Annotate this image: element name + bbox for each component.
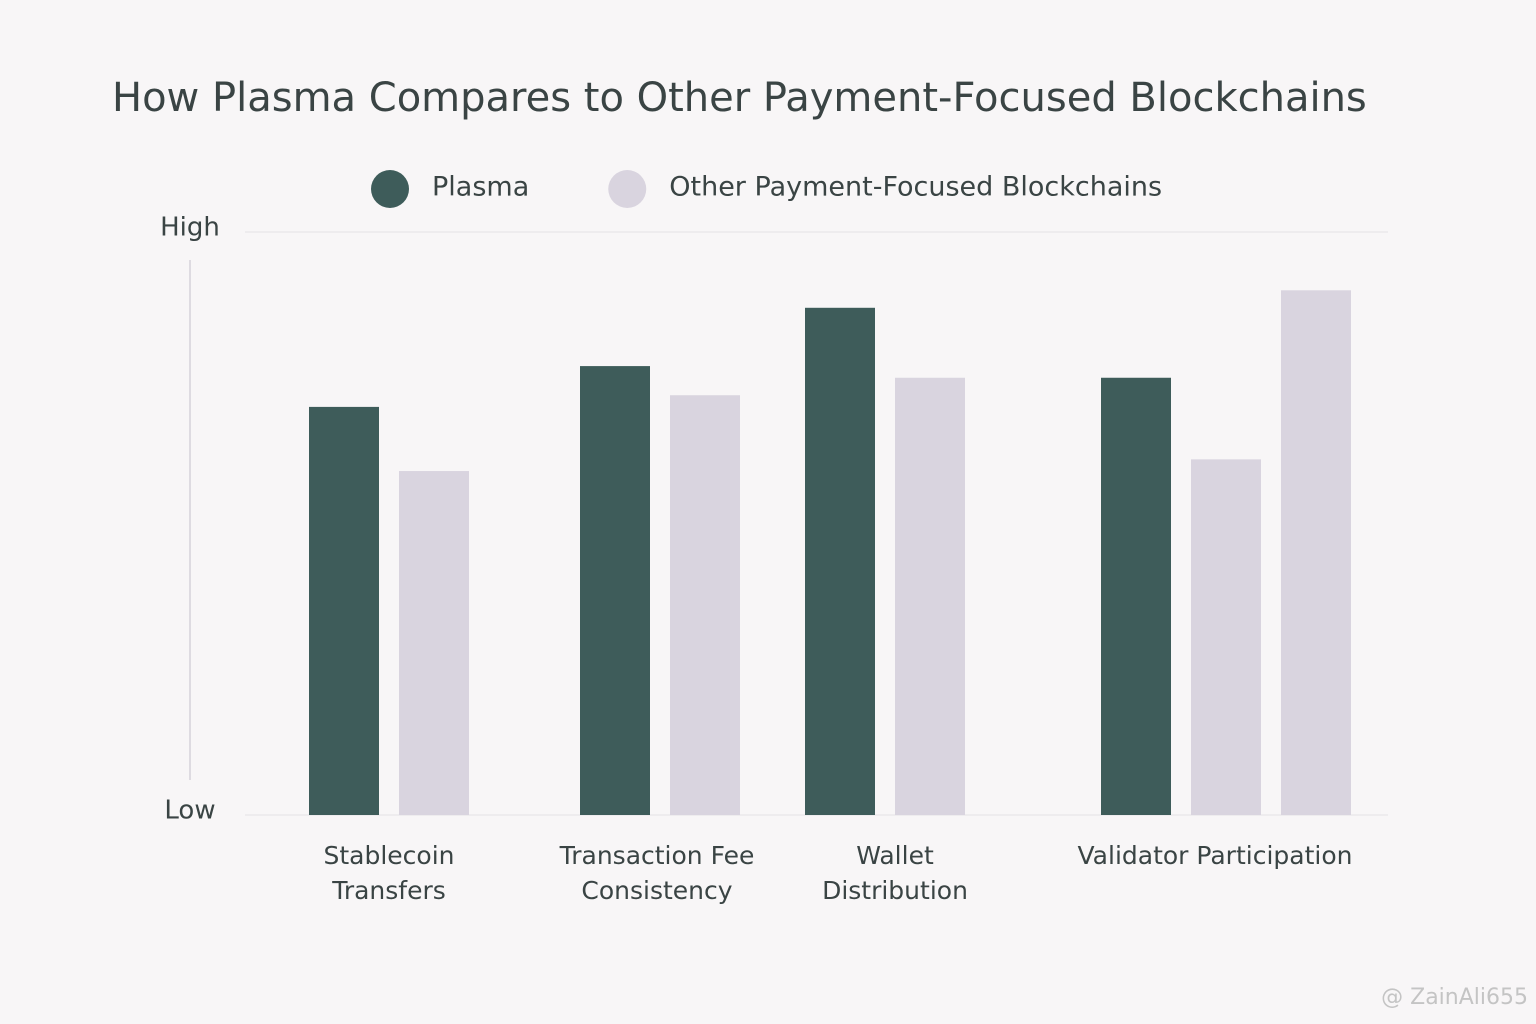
chart-title: How Plasma Compares to Other Payment-Foc… bbox=[112, 75, 1367, 121]
bar bbox=[580, 366, 650, 815]
bar bbox=[805, 307, 875, 815]
watermark: @ ZainAli655 bbox=[1381, 985, 1528, 1010]
legend-label: Plasma bbox=[432, 172, 529, 203]
x-tick-label: Stablecoin Transfers bbox=[323, 841, 455, 905]
bar bbox=[1191, 459, 1261, 815]
x-tick-label: Validator Participation bbox=[1077, 841, 1353, 870]
bar bbox=[309, 406, 379, 815]
y-tick-label: Low bbox=[164, 796, 215, 826]
x-tick-label: Wallet Distribution bbox=[822, 841, 968, 905]
bar bbox=[895, 377, 965, 815]
bar bbox=[399, 471, 469, 815]
bar bbox=[670, 395, 740, 815]
y-tick-label: High bbox=[160, 213, 220, 243]
bar bbox=[1101, 377, 1171, 815]
legend-label: Other Payment-Focused Blockchains bbox=[669, 172, 1162, 203]
legend-swatch bbox=[608, 170, 647, 208]
bar bbox=[1281, 290, 1351, 815]
x-tick-label: Transaction Fee Consistency bbox=[559, 841, 755, 905]
legend-swatch bbox=[371, 170, 409, 208]
